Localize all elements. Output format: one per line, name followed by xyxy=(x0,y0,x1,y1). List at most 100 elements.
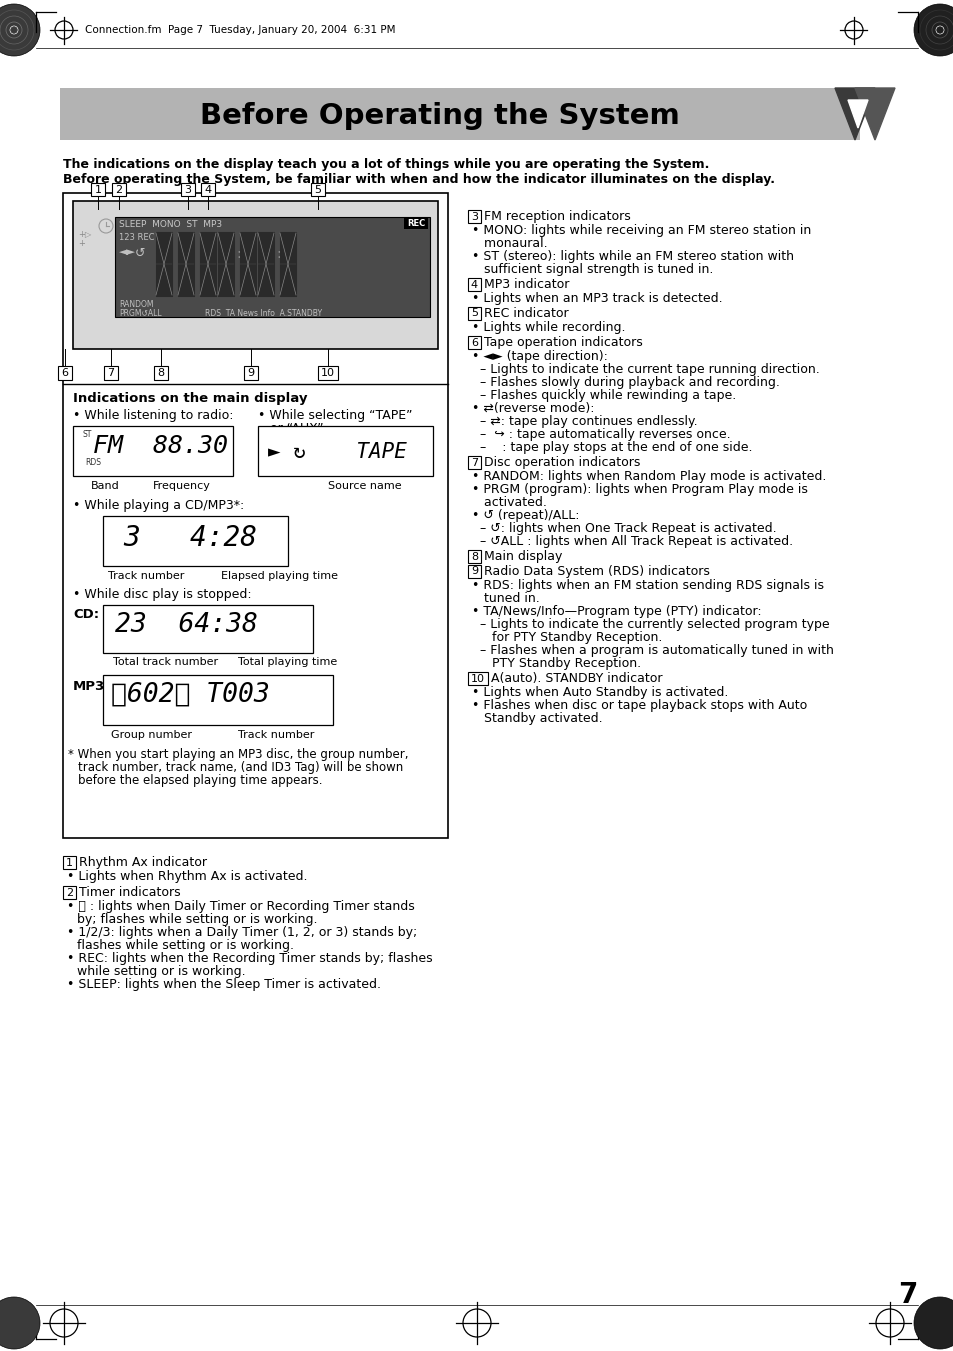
Text: • SLEEP: lights when the Sleep Timer is activated.: • SLEEP: lights when the Sleep Timer is … xyxy=(67,978,380,992)
Text: – Flashes slowly during playback and recording.: – Flashes slowly during playback and rec… xyxy=(479,376,779,389)
Text: – Flashes when a program is automatically tuned in with: – Flashes when a program is automaticall… xyxy=(479,644,833,657)
Text: 7: 7 xyxy=(471,458,477,467)
Text: 9: 9 xyxy=(471,566,477,577)
Text: SLEEP  MONO  ST  MP3: SLEEP MONO ST MP3 xyxy=(119,220,222,230)
Text: +▷
+: +▷ + xyxy=(78,230,91,249)
Text: 8: 8 xyxy=(157,367,164,378)
Text: 4: 4 xyxy=(471,280,477,289)
Text: • While selecting “TAPE”: • While selecting “TAPE” xyxy=(257,409,412,422)
Text: Elapsed playing time: Elapsed playing time xyxy=(221,571,337,581)
Text: • MONO: lights while receiving an FM stereo station in: • MONO: lights while receiving an FM ste… xyxy=(472,224,810,236)
Text: monaural.: monaural. xyxy=(472,236,547,250)
Text: Timer indicators: Timer indicators xyxy=(79,886,180,898)
Bar xyxy=(403,218,428,230)
Polygon shape xyxy=(854,88,894,141)
Circle shape xyxy=(0,4,40,55)
Text: Tape operation indicators: Tape operation indicators xyxy=(483,336,642,349)
Text: activated.: activated. xyxy=(472,496,546,509)
Text: RDS  TA News Info  A.STANDBY: RDS TA News Info A.STANDBY xyxy=(205,309,322,317)
Text: ► ↻    TAPE: ► ↻ TAPE xyxy=(268,442,406,462)
Text: CD:: CD: xyxy=(73,608,99,621)
Text: 5: 5 xyxy=(314,185,321,195)
Text: 1: 1 xyxy=(66,858,73,867)
Text: • While listening to radio:: • While listening to radio: xyxy=(73,409,233,422)
Bar xyxy=(112,182,126,196)
Text: –  ↪ : tape automatically reverses once.: – ↪ : tape automatically reverses once. xyxy=(479,428,730,440)
Bar xyxy=(201,182,214,196)
Text: • RDS: lights when an FM station sending RDS signals is: • RDS: lights when an FM station sending… xyxy=(472,580,823,592)
Text: 9: 9 xyxy=(247,367,254,378)
Bar xyxy=(115,218,430,317)
Bar xyxy=(468,671,488,685)
Bar xyxy=(199,231,216,297)
Bar xyxy=(58,366,71,380)
Text: 7: 7 xyxy=(108,367,114,378)
Text: Source name: Source name xyxy=(328,481,401,490)
Text: – ↺: lights when One Track Repeat is activated.: – ↺: lights when One Track Repeat is act… xyxy=(479,521,776,535)
Text: 123 REC: 123 REC xyxy=(119,232,154,242)
Bar xyxy=(103,605,313,653)
Text: Band: Band xyxy=(91,481,120,490)
Text: Main display: Main display xyxy=(483,550,561,563)
Bar xyxy=(103,516,288,566)
Text: 10: 10 xyxy=(320,367,335,378)
Text: 23  64:38: 23 64:38 xyxy=(115,612,257,638)
Bar xyxy=(181,182,194,196)
Text: 10: 10 xyxy=(471,674,484,684)
Text: Before operating the System, be familiar with when and how the indicator illumin: Before operating the System, be familiar… xyxy=(63,173,774,186)
Text: 8: 8 xyxy=(471,551,477,562)
Text: • PRGM (program): lights when Program Play mode is: • PRGM (program): lights when Program Pl… xyxy=(472,484,807,496)
Text: 1: 1 xyxy=(94,185,101,195)
Text: Total playing time: Total playing time xyxy=(237,657,337,667)
Text: • Lights when an MP3 track is detected.: • Lights when an MP3 track is detected. xyxy=(472,292,721,305)
Text: sufficient signal strength is tuned in.: sufficient signal strength is tuned in. xyxy=(472,263,713,276)
Text: 3: 3 xyxy=(471,212,477,222)
Text: • ↺ (repeat)/ALL:: • ↺ (repeat)/ALL: xyxy=(472,509,578,521)
Bar xyxy=(60,88,859,141)
Text: 2: 2 xyxy=(115,185,122,195)
Bar xyxy=(63,886,76,898)
Bar xyxy=(154,231,172,297)
Text: • ◄► (tape direction):: • ◄► (tape direction): xyxy=(472,350,607,363)
Text: * When you start playing an MP3 disc, the group number,: * When you start playing an MP3 disc, th… xyxy=(68,748,408,761)
Text: FM  88.30: FM 88.30 xyxy=(92,434,228,458)
Bar xyxy=(153,366,168,380)
Bar xyxy=(317,366,337,380)
Text: • ST (stereo): lights while an FM stereo station with: • ST (stereo): lights while an FM stereo… xyxy=(472,250,793,263)
Bar xyxy=(63,857,76,869)
Text: Before Operating the System: Before Operating the System xyxy=(200,101,679,130)
Bar xyxy=(73,201,437,349)
Text: RDS: RDS xyxy=(85,458,101,467)
Bar xyxy=(239,231,256,297)
Text: 6: 6 xyxy=(61,367,69,378)
Bar xyxy=(103,676,333,725)
Circle shape xyxy=(913,1297,953,1350)
Text: :: : xyxy=(275,247,280,261)
Text: • REC: lights when the Recording Timer stands by; flashes: • REC: lights when the Recording Timer s… xyxy=(67,952,432,965)
Bar xyxy=(91,182,105,196)
Text: • Lights when Rhythm Ax is activated.: • Lights when Rhythm Ax is activated. xyxy=(67,870,307,884)
Text: for PTY Standby Reception.: for PTY Standby Reception. xyxy=(479,631,661,644)
Bar xyxy=(63,193,448,838)
Text: • ⇄(reverse mode):: • ⇄(reverse mode): xyxy=(472,403,594,415)
Text: or “AUX”:: or “AUX”: xyxy=(270,422,328,435)
Bar xyxy=(468,278,480,290)
Text: Indications on the main display: Indications on the main display xyxy=(73,392,307,405)
Bar xyxy=(468,550,480,563)
Text: • While disc play is stopped:: • While disc play is stopped: xyxy=(73,588,252,601)
Text: REC indicator: REC indicator xyxy=(483,307,568,320)
Text: – Lights to indicate the currently selected program type: – Lights to indicate the currently selec… xyxy=(479,617,829,631)
Text: track number, track name, (and ID3 Tag) will be shown: track number, track name, (and ID3 Tag) … xyxy=(78,761,403,774)
Text: Radio Data System (RDS) indicators: Radio Data System (RDS) indicators xyxy=(483,565,709,578)
Circle shape xyxy=(0,1297,40,1350)
Bar xyxy=(177,231,194,297)
Bar xyxy=(257,426,433,476)
Text: Track number: Track number xyxy=(237,730,314,740)
Bar xyxy=(468,209,480,223)
Text: ◄►: ◄► xyxy=(119,247,136,257)
Text: REC: REC xyxy=(406,219,425,228)
Text: flashes while setting or is working.: flashes while setting or is working. xyxy=(77,939,294,952)
Text: Total track number: Total track number xyxy=(112,657,218,667)
Text: A(auto). STANDBY indicator: A(auto). STANDBY indicator xyxy=(491,671,661,685)
Bar xyxy=(468,307,480,320)
